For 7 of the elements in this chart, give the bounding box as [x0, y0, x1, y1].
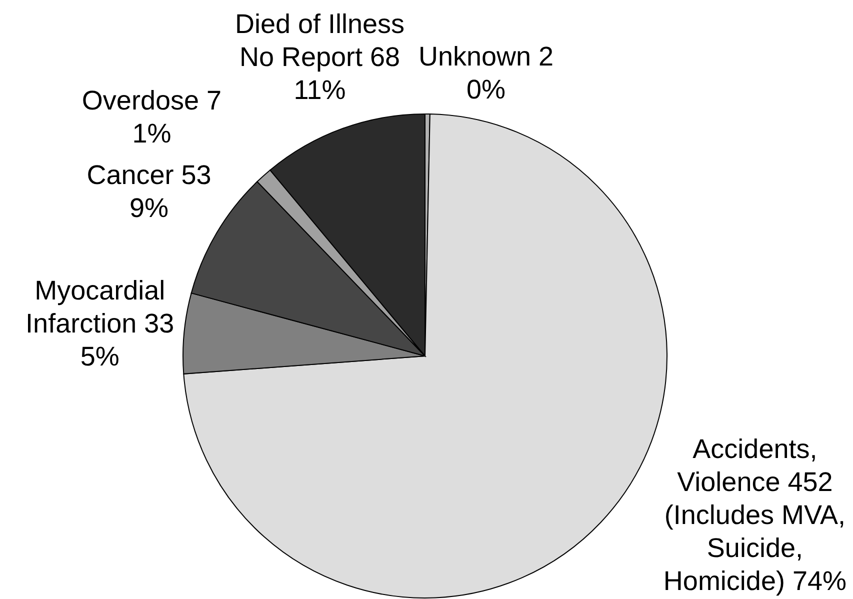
- pie-slice: [183, 114, 668, 598]
- slice-label: Died of Illness No Report 68 11%: [234, 8, 405, 105]
- slice-label: Accidents, Violence 452 (Includes MVA, Suicide, Homicide) 74%: [663, 434, 846, 596]
- slice-label: Overdose 7 1%: [82, 86, 222, 149]
- slice-label: Cancer 53 9%: [86, 160, 212, 223]
- slice-label: Myocardial Infarction 33 5%: [26, 276, 174, 372]
- slice-label: Unknown 2 0%: [418, 41, 554, 104]
